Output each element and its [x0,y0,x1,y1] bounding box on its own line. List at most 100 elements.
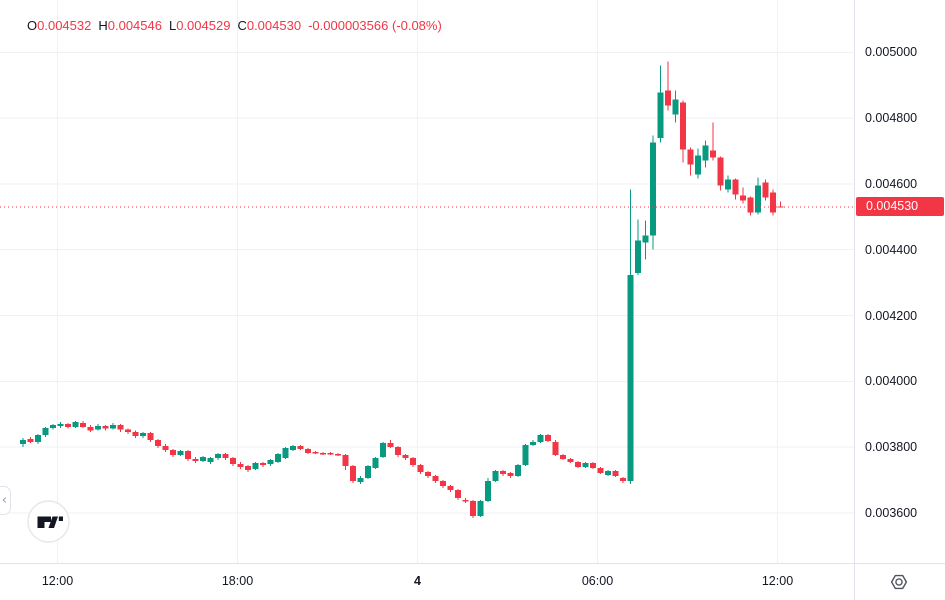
candle-body [320,453,326,455]
candle-body [305,448,311,454]
candle-body [42,427,49,436]
candle-body [680,102,686,150]
candle-body [447,486,454,490]
candle-body [215,454,221,459]
candle-body [537,435,544,442]
candle-body [665,90,671,106]
time-axis[interactable]: 12:00 18:00 4 06:00 12:00 [0,563,945,600]
candle-body [245,465,251,470]
candle-body [395,446,401,456]
price-axis-label: 0.004600 [865,176,918,191]
candle-body [485,481,491,502]
candle-body [20,439,26,444]
candle-body [252,462,259,469]
candle-body [50,424,56,428]
candle-body [335,454,341,456]
price-axis-label: 0.004200 [865,308,918,323]
price-axis-label: 0.004000 [865,374,918,389]
candle-body [657,92,664,138]
candle-body [470,501,476,516]
candle-body [140,433,146,436]
candle-body [297,445,304,449]
candle-body [717,157,724,186]
candle-body [582,462,589,467]
collapse-toolbar-button[interactable]: ‹ [0,486,11,515]
candle-body [567,459,574,462]
candle-body [207,458,214,462]
candle-body [462,500,469,502]
candle-body [612,471,619,477]
price-axis-label: 0.003600 [865,505,918,520]
tradingview-logo[interactable] [27,500,70,543]
candle-body [545,435,551,441]
candle-body [635,240,641,273]
candlestick-plot[interactable] [0,0,855,563]
open-label: O [27,18,38,33]
price-axis-label: 0.004800 [865,111,918,126]
high-label: H [98,18,108,33]
candle-body [72,421,79,427]
close-label: C [237,18,247,33]
low-value: 0.004529 [176,18,231,33]
candle-body [672,99,679,115]
candle-body [185,450,191,460]
open-value: 0.004532 [37,18,92,33]
candle-body [192,459,199,461]
price-axis[interactable]: 0.004530 0.005000 0.004800 0.004600 0.00440… [854,0,945,563]
candle-body [425,472,431,477]
candle-body [597,467,604,474]
candle-body [552,441,559,456]
change-percent: (-0.08%) [391,18,442,33]
candle-body [35,435,41,442]
candle-body [57,423,64,426]
candle-body [500,471,506,475]
time-axis-label: 12:00 [761,574,794,588]
candle-body [380,442,386,458]
candle-body [95,425,101,430]
candle-body [312,452,319,454]
candle-body [440,481,446,487]
candle-wick [780,201,781,208]
candle-body [117,424,124,430]
candle-body [87,426,94,431]
ohlc-legend: O0.004532 H0.004546 L0.004529 C0.004530 -0.0… [27,18,442,33]
candle-body [65,423,71,427]
price-axis-label: 0.004400 [865,242,918,257]
candle-body [260,462,266,465]
candle-body [627,274,634,482]
candle-body [732,179,739,195]
axis-corner [854,563,945,600]
candle-body [410,458,416,465]
candle-body [290,445,296,450]
candle-body [762,182,769,198]
candle-body [222,454,229,459]
candle-body [132,432,139,436]
high-value: 0.004546 [107,18,162,33]
candle-body [507,473,514,477]
change-value: -0.000003566 [308,18,389,33]
candle-body [275,454,281,462]
candle-body [80,422,86,427]
candle-body [477,501,484,516]
candle-body [155,439,161,446]
last-price-badge: 0.004530 [856,197,944,217]
candle-body [102,425,109,429]
timezone-settings-button[interactable] [886,571,912,593]
close-value: 0.004530 [246,18,302,33]
low-label: L [168,18,177,33]
candle-body [747,197,754,213]
candle-body [455,489,461,499]
candle-body [702,145,709,161]
candle-body [147,433,154,440]
candle-body [590,462,596,468]
candle-body [162,445,169,450]
candle-body [522,444,529,465]
candle-body [650,142,656,236]
candle-wick [712,122,714,161]
time-axis-label: 12:00 [41,574,74,588]
candle-body [357,478,364,483]
candle-body [372,458,379,468]
candle-body [770,192,776,213]
candle-body [417,464,424,473]
